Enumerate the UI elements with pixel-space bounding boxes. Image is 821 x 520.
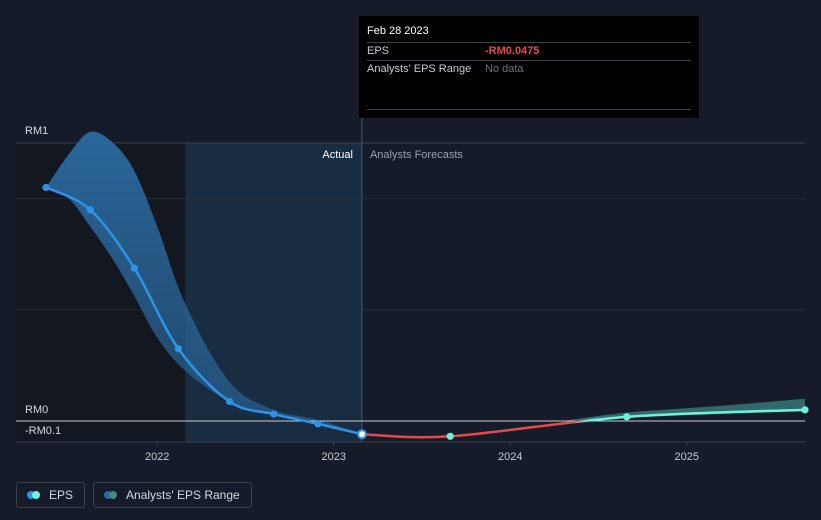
x-tick-label: 2023 [321,451,345,463]
eps-marker[interactable] [314,420,322,428]
eps-marker[interactable] [270,410,278,418]
x-axis-ticks: 2022 2023 2024 2025 [145,442,699,463]
eps-marker[interactable] [801,406,809,414]
range-dots-icon [104,491,118,499]
eps-marker[interactable] [225,397,234,406]
eps-marker[interactable] [174,345,182,353]
eps-marker[interactable] [130,264,138,272]
y-label-top: RM1 [25,125,48,137]
eps-marker[interactable] [86,206,94,214]
tooltip-range-value: No data [485,63,524,75]
tooltip-eps-value: -RM0.0475 [485,45,540,57]
grid-lines [16,142,805,443]
forecast-label: Analysts Forecasts [370,149,463,161]
eps-markers [42,183,809,440]
y-label-zero: RM0 [25,404,48,416]
tooltip-date: Feb 28 2023 [367,25,429,37]
tooltip-range-label: Analysts' EPS Range [367,63,472,75]
eps-marker[interactable] [623,413,631,421]
eps-marker[interactable] [42,183,50,192]
tooltip-divider [367,109,691,110]
tooltip-row-range: Analysts' EPS Range No data [367,60,691,78]
tooltip-eps-label: EPS [367,45,390,57]
legend-range-label: Analysts' EPS Range [126,488,240,502]
x-tick-label: 2025 [674,451,698,463]
legend-range-toggle[interactable]: Analysts' EPS Range [93,482,252,508]
eps-marker[interactable] [356,429,367,440]
x-tick-label: 2024 [498,451,522,463]
eps-dots-icon [27,491,41,499]
eps-actual-line [44,186,364,436]
legend-eps-toggle[interactable]: EPS [16,482,86,508]
chart-legend: EPS Analysts' EPS Range [16,482,252,508]
eps-forecast-line [360,408,807,439]
eps-marker[interactable] [446,432,454,440]
actual-label: Actual [322,149,353,161]
hover-tooltip: Feb 28 2023 EPS -RM0.0475 Analysts' EPS … [359,16,699,118]
y-label-bottom: -RM0.1 [25,425,61,437]
eps-range-band-actual [46,131,362,435]
actual-period-shade [185,143,362,442]
x-tick-label: 2022 [145,451,169,463]
eps-lines [44,186,807,439]
tooltip-row-eps: EPS -RM0.0475 [367,42,691,60]
legend-eps-label: EPS [49,488,74,502]
